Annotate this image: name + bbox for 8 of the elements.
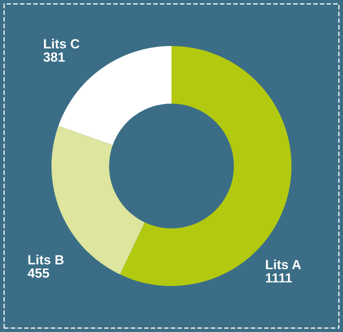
slice-label: Lits B [28, 254, 64, 264]
data-label: 381 [43, 52, 65, 62]
donut-slice [120, 46, 292, 286]
slice-label: Lits A [266, 260, 301, 270]
slice-label: Lits C [44, 38, 80, 48]
data-label: 455 [28, 268, 50, 278]
data-label: 1111 [266, 273, 292, 282]
donut-slice [52, 126, 145, 274]
